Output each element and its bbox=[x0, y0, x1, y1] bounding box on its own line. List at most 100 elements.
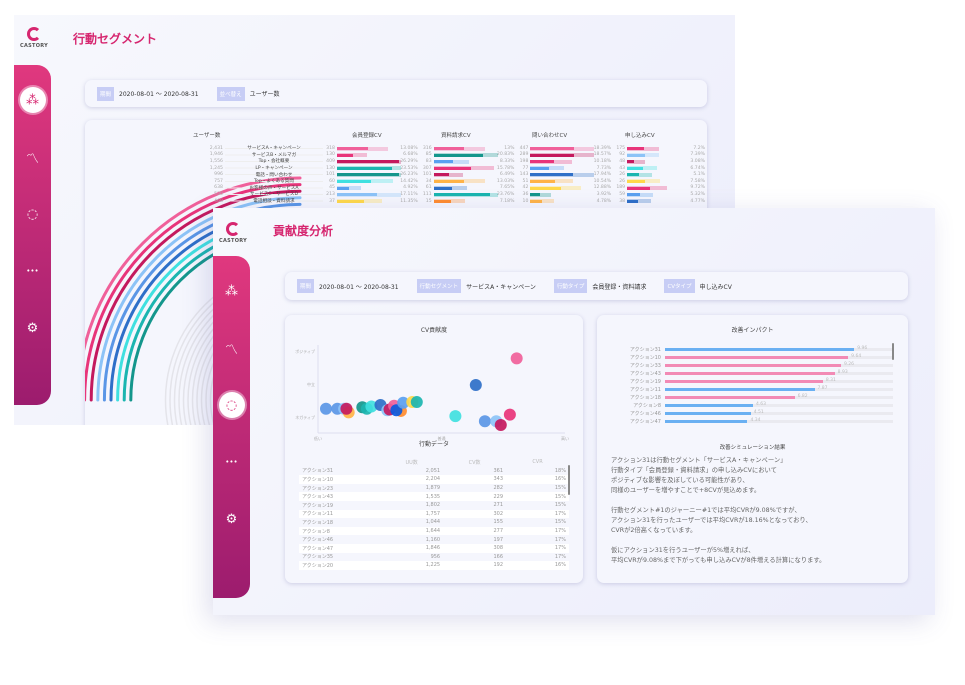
cv-rate: 8.33% bbox=[499, 158, 515, 164]
impact-label: アクション47 bbox=[629, 419, 661, 426]
segment-row[interactable]: 468 電話相談・資料請求 37 11.35% 15 7.18% 10 4.78% 38 4.77… bbox=[207, 197, 707, 205]
sidebar-item-chart-line[interactable]: 〽 bbox=[219, 335, 245, 361]
x-tick-label: 高い bbox=[561, 435, 569, 441]
table-cell: アクション31 bbox=[302, 468, 334, 475]
impact-bar bbox=[665, 363, 841, 367]
cv-count: 175 bbox=[616, 145, 626, 151]
segment-row[interactable]: 757 Top・よくある質問 60 14.42% 34 13.03% 51 10.54% 26 7… bbox=[207, 177, 707, 185]
scatter-point[interactable] bbox=[503, 408, 516, 421]
sidebar-item-more[interactable]: ••• bbox=[20, 258, 46, 284]
table-cell: 277 bbox=[443, 526, 507, 536]
impact-row[interactable]: アクション47 4.34 bbox=[623, 418, 893, 426]
sidebar-item-more[interactable]: ••• bbox=[219, 449, 245, 475]
simulation-line: 平均CVRが9.08%まで下がっても申し込みCVが8件増える計算になります。 bbox=[611, 557, 826, 564]
table-row[interactable]: アクション11 1,757 302 17% bbox=[299, 509, 569, 519]
segment-row[interactable]: 996 電話・問い合わせ 101 26.23% 101 6.49% 143 17.94% 26 5… bbox=[207, 171, 707, 178]
table-row[interactable]: アクション23 1,879 282 15% bbox=[299, 484, 569, 493]
table-row[interactable]: アクション43 1,535 229 15% bbox=[299, 492, 569, 501]
scatter-point[interactable] bbox=[494, 419, 507, 431]
table-cell: 956 bbox=[430, 553, 441, 560]
segment-row[interactable]: 2,431 サービスA・キャンペーン 318 13.08% 316 13% 447 18.39… bbox=[207, 145, 707, 152]
table-row[interactable]: アクション20 1,225 192 16% bbox=[299, 561, 569, 570]
gear-icon: ⚙ bbox=[26, 320, 39, 336]
sidebar-item-network[interactable]: ⁂ bbox=[19, 87, 46, 113]
table-row[interactable]: アクション8 1,644 277 17% bbox=[299, 526, 569, 536]
impact-chart: アクション31 9.96 アクション10 9.64 アクション33 9.26 アクション43… bbox=[623, 345, 893, 426]
chart-line-icon: 〽 bbox=[224, 342, 238, 358]
table-scrollbar[interactable] bbox=[568, 465, 570, 495]
filter-bar: 期間 2020-08-01 〜 2020-08-31 並べ替え ユーザー数 bbox=[85, 80, 707, 107]
scatter-point[interactable] bbox=[410, 396, 423, 409]
scatter-point[interactable] bbox=[449, 410, 462, 423]
impact-track: 8.93 bbox=[665, 370, 893, 375]
sidebar-item-network[interactable]: ⁂ bbox=[219, 278, 245, 304]
table-row[interactable]: アクション10 2,204 343 16% bbox=[299, 475, 569, 484]
impact-row[interactable]: アクション31 9.96 bbox=[623, 345, 893, 353]
table-row[interactable]: アクション19 1,802 271 15% bbox=[299, 501, 569, 510]
impact-row[interactable]: アクション8 4.63 bbox=[623, 402, 893, 410]
simulation-line: 同様のユーザーを増やすことで+8CVが見込めます。 bbox=[611, 487, 761, 494]
cv-count: 42 bbox=[522, 185, 529, 191]
filter-value[interactable]: 2020-08-01 〜 2020-08-31 bbox=[319, 283, 399, 291]
table-cell: 1,644 bbox=[380, 526, 444, 536]
table-cell: 1,879 bbox=[425, 485, 441, 492]
table-row[interactable]: アクション35 956 166 17% bbox=[299, 553, 569, 562]
impact-row[interactable]: アクション43 8.93 bbox=[623, 369, 893, 377]
impact-row[interactable]: アクション18 6.82 bbox=[623, 394, 893, 402]
impact-scrollbar[interactable] bbox=[892, 343, 894, 360]
filter-value[interactable]: 申し込みCV bbox=[699, 283, 732, 291]
cv-bar bbox=[433, 145, 495, 152]
impact-row[interactable]: アクション33 9.26 bbox=[623, 361, 893, 369]
scatter-point[interactable] bbox=[397, 396, 410, 409]
sidebar-item-cycle[interactable]: ◌ bbox=[218, 392, 245, 418]
cv-rate: 3.92% bbox=[596, 191, 612, 197]
cv-count: 60 bbox=[329, 178, 335, 184]
scatter-point[interactable] bbox=[510, 352, 523, 365]
table-row[interactable]: アクション46 1,160 197 17% bbox=[299, 535, 569, 544]
scatter-point[interactable] bbox=[320, 402, 332, 415]
scatter-point[interactable] bbox=[340, 402, 353, 415]
cv-rate: 5.1% bbox=[693, 172, 705, 178]
cv-rate: 6.68% bbox=[403, 152, 418, 158]
filter-value[interactable]: 2020-08-01 〜 2020-08-31 bbox=[119, 91, 199, 98]
segment-row[interactable]: 638 お客様の声・サービスA 45 4.92% 61 7.65% 42 12.88% 189 9… bbox=[207, 184, 707, 192]
cv-rate: 4.78% bbox=[596, 198, 612, 204]
filter-value[interactable]: ユーザー数 bbox=[249, 91, 280, 98]
table-cell: アクション11 bbox=[299, 509, 381, 519]
filter-value[interactable]: 会員登録・資料請求 bbox=[592, 283, 647, 291]
table-cell: 1,757 bbox=[380, 509, 444, 519]
table-cell: 16% bbox=[506, 561, 569, 570]
sidebar-item-gear[interactable]: ⚙ bbox=[219, 506, 245, 532]
table-row[interactable]: アクション47 1,846 308 17% bbox=[299, 543, 569, 553]
table-row[interactable]: アクション18 1,044 155 15% bbox=[299, 518, 569, 527]
scatter-point[interactable] bbox=[365, 400, 378, 413]
sidebar-item-cycle[interactable]: ◌ bbox=[20, 201, 46, 227]
table-row[interactable]: アクション31 2,051 361 18% bbox=[299, 467, 569, 476]
impact-track: 9.96 bbox=[665, 346, 893, 351]
impact-row[interactable]: アクション11 7.87 bbox=[623, 385, 893, 393]
cv-bar bbox=[433, 158, 495, 165]
impact-row[interactable]: アクション19 8.31 bbox=[623, 377, 893, 385]
cv-rate: 17.94% bbox=[593, 172, 612, 178]
segment-row[interactable]: 1,556 Top・会社概要 409 26.29% 83 8.33% 198 10.18% 48… bbox=[207, 158, 707, 165]
impact-bar bbox=[665, 347, 855, 351]
impact-row[interactable]: アクション10 9.64 bbox=[623, 353, 893, 361]
cv-count: 111 bbox=[422, 191, 432, 197]
cv-bar bbox=[530, 191, 591, 198]
filter-value[interactable]: サービスA・キャンペーン bbox=[466, 283, 536, 291]
segment-row[interactable]: 1,946 サービスB・メルマガ 130 6.68% 85 20.83% 289 18.57%… bbox=[207, 151, 707, 159]
scatter-point[interactable] bbox=[478, 415, 491, 428]
sidebar-item-chart-line[interactable]: 〽 bbox=[20, 144, 46, 170]
cv-bar bbox=[530, 171, 595, 178]
cv-bar bbox=[627, 178, 688, 185]
cv-count: 83 bbox=[425, 158, 432, 164]
impact-label: アクション18 bbox=[629, 395, 661, 402]
cv-bar bbox=[433, 178, 495, 185]
segment-row[interactable]: 1,245 LP・キャンペーン 130 23.53% 307 15.78% 77 7.73% 4… bbox=[207, 164, 707, 172]
sidebar-item-gear[interactable]: ⚙ bbox=[20, 315, 46, 341]
filter-tag: 並べ替え bbox=[216, 86, 245, 101]
impact-row[interactable]: アクション46 4.51 bbox=[623, 410, 893, 418]
segment-row[interactable]: 530 サービスC・サービスD 213 17.11% 111 23.76% 36 3.92% 5… bbox=[207, 191, 707, 198]
scatter-point[interactable] bbox=[469, 379, 482, 392]
cv-bar bbox=[627, 152, 688, 159]
